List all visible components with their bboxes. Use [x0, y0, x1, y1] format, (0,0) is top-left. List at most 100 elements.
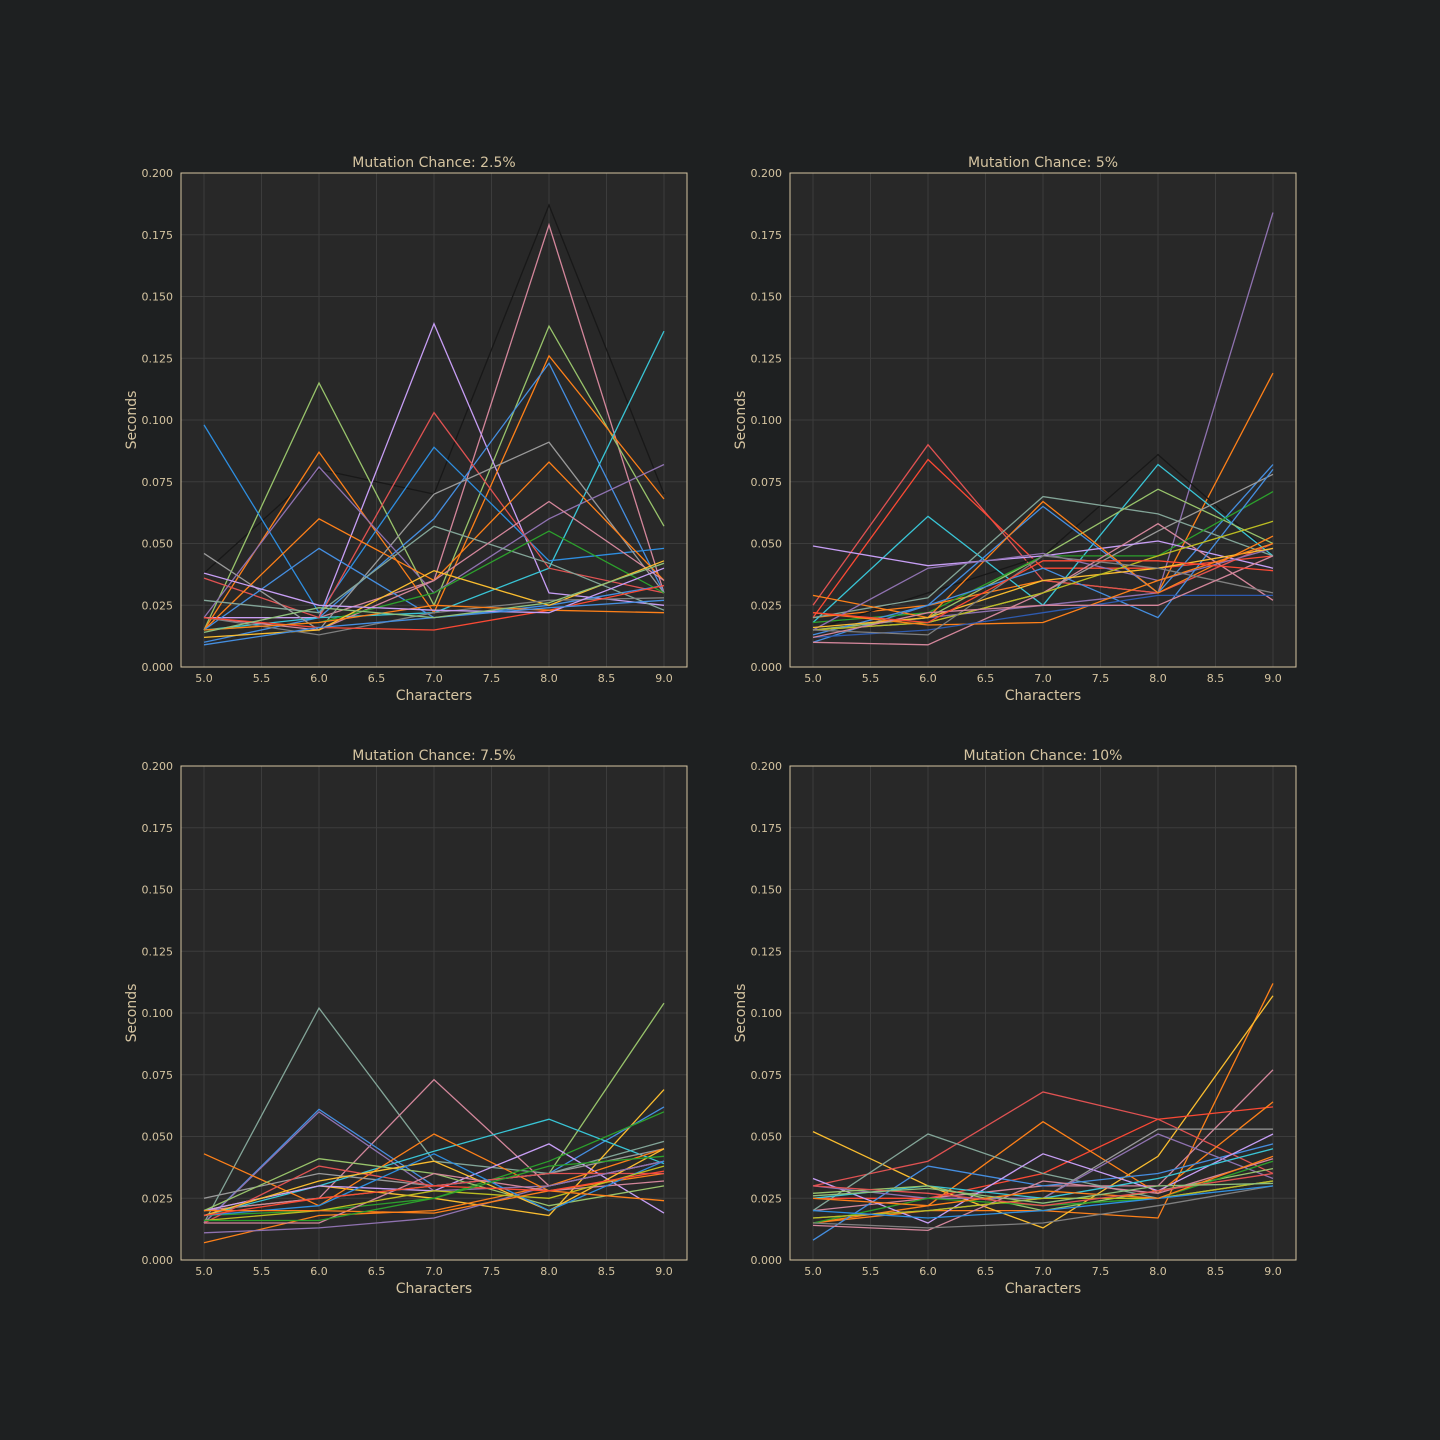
- series-line-23: [812, 560, 1274, 624]
- series-line-6: [812, 1101, 1274, 1224]
- y-tick-label: 0.100: [142, 1007, 174, 1020]
- series-line-8: [812, 495, 1274, 619]
- series-line-17: [203, 560, 665, 639]
- series-line-20: [204, 1190, 665, 1214]
- series-line-22: [812, 555, 1274, 639]
- x-tick-label: 7.0: [1034, 1265, 1052, 1278]
- y-tick-label: 0.100: [751, 414, 783, 427]
- x-tick-label: 8.0: [1149, 672, 1167, 685]
- subplot-title: Mutation Chance: 2.5%: [352, 155, 515, 171]
- x-tick-label: 5.5: [253, 1265, 271, 1278]
- x-axis-label: Characters: [1005, 688, 1081, 704]
- series-line-19: [203, 584, 665, 631]
- x-tick-label: 5.5: [862, 1265, 880, 1278]
- y-axis-label: Seconds: [124, 984, 140, 1043]
- series-line-21: [812, 1182, 1274, 1204]
- series-line-4: [812, 1091, 1274, 1187]
- y-tick-label: 0.150: [751, 884, 783, 897]
- x-tick-label: 8.5: [1207, 672, 1225, 685]
- x-tick-label: 7.5: [1092, 672, 1110, 685]
- series-line-18: [203, 597, 665, 636]
- x-tick-label: 6.0: [310, 1265, 328, 1278]
- series-line-14: [812, 547, 1274, 631]
- series-line-13: [812, 500, 1274, 619]
- x-tick-label: 5.0: [804, 672, 822, 685]
- subplot-2: Mutation Chance: 5% Characters Seconds 5…: [733, 155, 1297, 704]
- series-lines: [203, 1002, 665, 1244]
- subplot-4: Mutation Chance: 10% Characters Seconds …: [733, 748, 1297, 1297]
- series-line-21: [812, 555, 1274, 636]
- axes-frame: [789, 172, 1297, 668]
- series-line-21: [203, 567, 665, 614]
- x-axis-label: Characters: [1005, 1281, 1081, 1297]
- x-tick-label: 9.0: [655, 672, 673, 685]
- y-tick-label: 0.125: [751, 945, 783, 958]
- y-tick-label: 0.175: [751, 229, 783, 242]
- x-tick-label: 8.0: [1149, 1265, 1167, 1278]
- x-tick-label: 6.5: [977, 1265, 995, 1278]
- y-tick-label: 0.200: [751, 167, 783, 180]
- series-line-15: [203, 500, 665, 631]
- series-line-23: [203, 562, 665, 634]
- series-line-17: [812, 1180, 1274, 1219]
- y-tick-label: 0.025: [751, 599, 783, 612]
- y-axis-label: Seconds: [124, 391, 140, 450]
- y-tick-label: 0.175: [142, 822, 174, 835]
- x-tick-label: 7.0: [425, 672, 443, 685]
- series-line-7: [203, 1118, 665, 1217]
- y-tick-label: 0.000: [142, 661, 174, 674]
- series-line-22: [204, 1155, 665, 1222]
- series-line-20: [203, 604, 665, 631]
- x-tick-label: 9.0: [1264, 672, 1282, 685]
- x-tick-label: 8.0: [540, 672, 558, 685]
- y-tick-label: 0.000: [142, 1254, 174, 1267]
- y-tick-label: 0.175: [751, 822, 783, 835]
- x-tick-label: 5.0: [804, 1265, 822, 1278]
- grid: [181, 172, 687, 668]
- x-tick-label: 5.0: [195, 1265, 213, 1278]
- series-line-10: [812, 1133, 1274, 1224]
- series-line-15: [812, 1158, 1274, 1232]
- series-lines: [812, 212, 1274, 646]
- series-line-18: [812, 1185, 1274, 1219]
- x-axis-label: Characters: [396, 688, 472, 704]
- y-tick-label: 0.025: [751, 1192, 783, 1205]
- y-tick-label: 0.200: [751, 760, 783, 773]
- x-tick-label: 7.5: [483, 672, 501, 685]
- y-tick-label: 0.125: [751, 352, 783, 365]
- y-tick-label: 0.125: [142, 352, 174, 365]
- y-tick-label: 0.150: [142, 291, 174, 304]
- subplot-title: Mutation Chance: 10%: [964, 748, 1123, 764]
- x-tick-label: 5.0: [195, 672, 213, 685]
- x-tick-label: 6.0: [919, 672, 937, 685]
- y-tick-label: 0.175: [142, 229, 174, 242]
- series-line-20: [812, 594, 1273, 639]
- series-line-19: [812, 1155, 1274, 1207]
- series-line-18: [812, 520, 1274, 631]
- y-tick-label: 0.100: [142, 414, 174, 427]
- series-line-8: [203, 424, 665, 614]
- x-tick-label: 7.0: [425, 1265, 443, 1278]
- y-tick-label: 0.075: [751, 476, 783, 489]
- series-lines: [203, 203, 665, 646]
- x-tick-label: 5.5: [862, 672, 880, 685]
- y-axis-label: Seconds: [733, 391, 749, 450]
- y-tick-label: 0.000: [751, 661, 783, 674]
- series-line-19: [203, 1165, 665, 1222]
- subplot-1: Mutation Chance: 2.5% Characters Seconds…: [124, 155, 688, 704]
- x-tick-label: 9.0: [655, 1265, 673, 1278]
- y-tick-label: 0.050: [751, 538, 783, 551]
- axes-frame: [180, 765, 688, 1261]
- y-tick-label: 0.075: [142, 476, 174, 489]
- series-line-4: [204, 321, 665, 619]
- y-tick-label: 0.075: [142, 1069, 174, 1082]
- grid: [181, 765, 687, 1261]
- y-tick-label: 0.050: [142, 538, 174, 551]
- y-tick-label: 0.100: [751, 1007, 783, 1020]
- y-tick-label: 0.150: [751, 291, 783, 304]
- x-tick-label: 7.5: [1092, 1265, 1110, 1278]
- x-tick-label: 7.5: [483, 1265, 501, 1278]
- x-tick-label: 6.5: [368, 672, 386, 685]
- y-tick-label: 0.000: [751, 1254, 783, 1267]
